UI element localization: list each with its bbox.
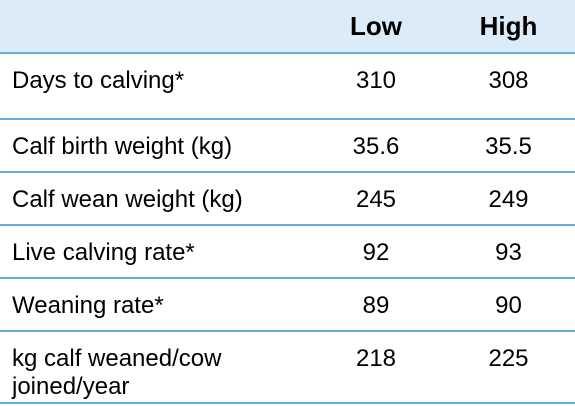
table-row: Weaning rate* 89 90 <box>0 278 575 332</box>
cell-high: 308 <box>442 53 575 120</box>
row-label: Weaning rate* <box>0 278 310 332</box>
header-row: Low High <box>0 0 575 54</box>
cell-high: 35.5 <box>442 119 575 173</box>
table-header: Low High <box>0 0 575 54</box>
row-label-text: kg calf weaned/cow joined/year <box>12 345 222 400</box>
table-row: Calf wean weight (kg) 245 249 <box>0 172 575 226</box>
table-row: kg calf weaned/cow joined/year 218 225 <box>0 331 575 404</box>
header-low: Low <box>310 0 442 54</box>
cell-low: 92 <box>310 225 442 279</box>
cell-high: 90 <box>442 278 575 332</box>
cell-high: 93 <box>442 225 575 279</box>
cell-low: 89 <box>310 278 442 332</box>
cell-low: 218 <box>310 331 442 404</box>
header-high: High <box>442 0 575 54</box>
row-label: kg calf weaned/cow joined/year <box>0 331 310 404</box>
cell-high: 249 <box>442 172 575 226</box>
cell-low: 35.6 <box>310 119 442 173</box>
cell-low: 245 <box>310 172 442 226</box>
cell-low: 310 <box>310 53 442 120</box>
table-body: Days to calving* 310 308 Calf birth weig… <box>0 53 575 404</box>
row-label: Days to calving* <box>0 53 310 120</box>
table-row: Days to calving* 310 308 <box>0 53 575 120</box>
row-label: Calf wean weight (kg) <box>0 172 310 226</box>
row-label: Live calving rate* <box>0 225 310 279</box>
table-row: Calf birth weight (kg) 35.6 35.5 <box>0 119 575 173</box>
row-label: Calf birth weight (kg) <box>0 119 310 173</box>
table-row: Live calving rate* 92 93 <box>0 225 575 279</box>
cell-high: 225 <box>442 331 575 404</box>
header-empty-cell <box>0 0 310 54</box>
